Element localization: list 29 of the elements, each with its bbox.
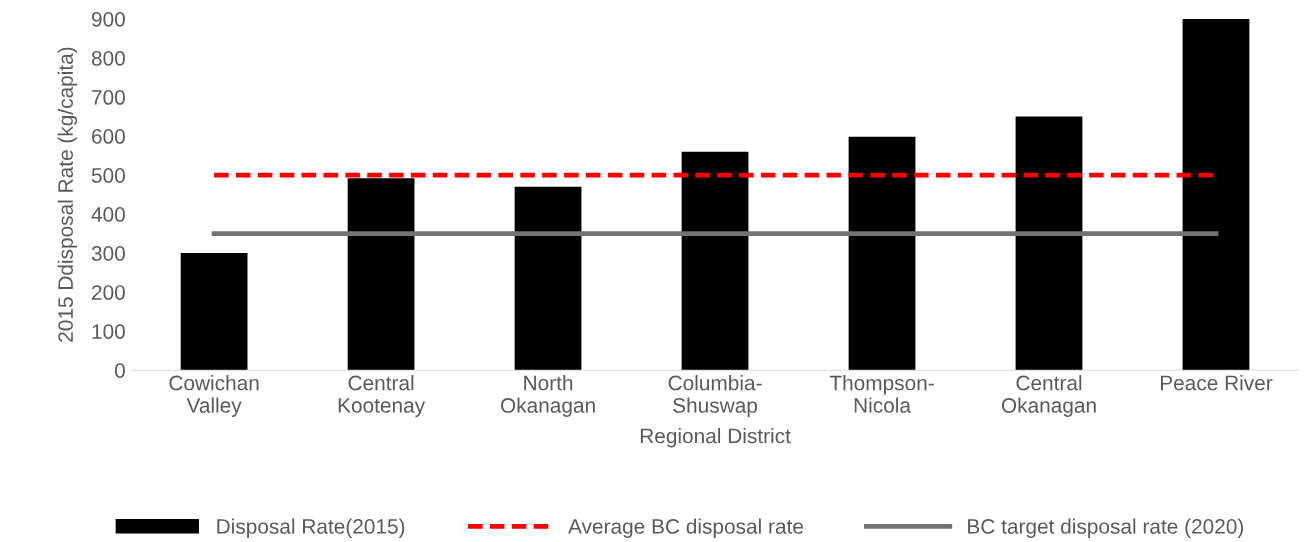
bar xyxy=(1182,18,1250,371)
bar xyxy=(514,186,582,371)
x-tick-label: Cowichan Valley xyxy=(169,375,259,417)
y-tick-label: 100 xyxy=(92,324,125,339)
legend-label: BC target disposal rate (2020) xyxy=(968,518,1244,538)
y-tick-label: 900 xyxy=(91,11,125,27)
legend-label: Disposal Rate(2015) xyxy=(217,518,405,538)
y-tick-label: 200 xyxy=(92,285,125,300)
y-tick-label: 800 xyxy=(91,51,125,66)
y-tick-label: 0 xyxy=(114,363,125,378)
y-tick-label: 400 xyxy=(91,207,125,222)
x-tick-label: Central Kootenay xyxy=(338,375,426,417)
bar xyxy=(1015,116,1083,371)
bar xyxy=(180,253,248,371)
x-tick-label: Central Okanagan xyxy=(1001,375,1096,417)
x-tick-label: North Okanagan xyxy=(500,375,595,417)
x-tick-label: Columbia- Shuswap xyxy=(668,375,762,417)
y-axis-title: 2015 Ddisposal Rate (kg/capita) xyxy=(57,47,78,342)
y-tick-label: 600 xyxy=(92,129,125,144)
x-tick-label: Thompson- Nicola xyxy=(829,375,934,413)
y-tick-label: 300 xyxy=(91,246,125,261)
bar xyxy=(347,178,415,371)
legend-label: Average BC disposal rate xyxy=(568,518,803,538)
x-tick-label: Peace River xyxy=(1160,375,1273,391)
x-axis-title: Regional District xyxy=(640,428,791,448)
bar xyxy=(848,136,916,371)
y-tick-label: 700 xyxy=(92,90,125,105)
y-tick-label: 500 xyxy=(91,168,125,183)
bar xyxy=(681,151,749,371)
